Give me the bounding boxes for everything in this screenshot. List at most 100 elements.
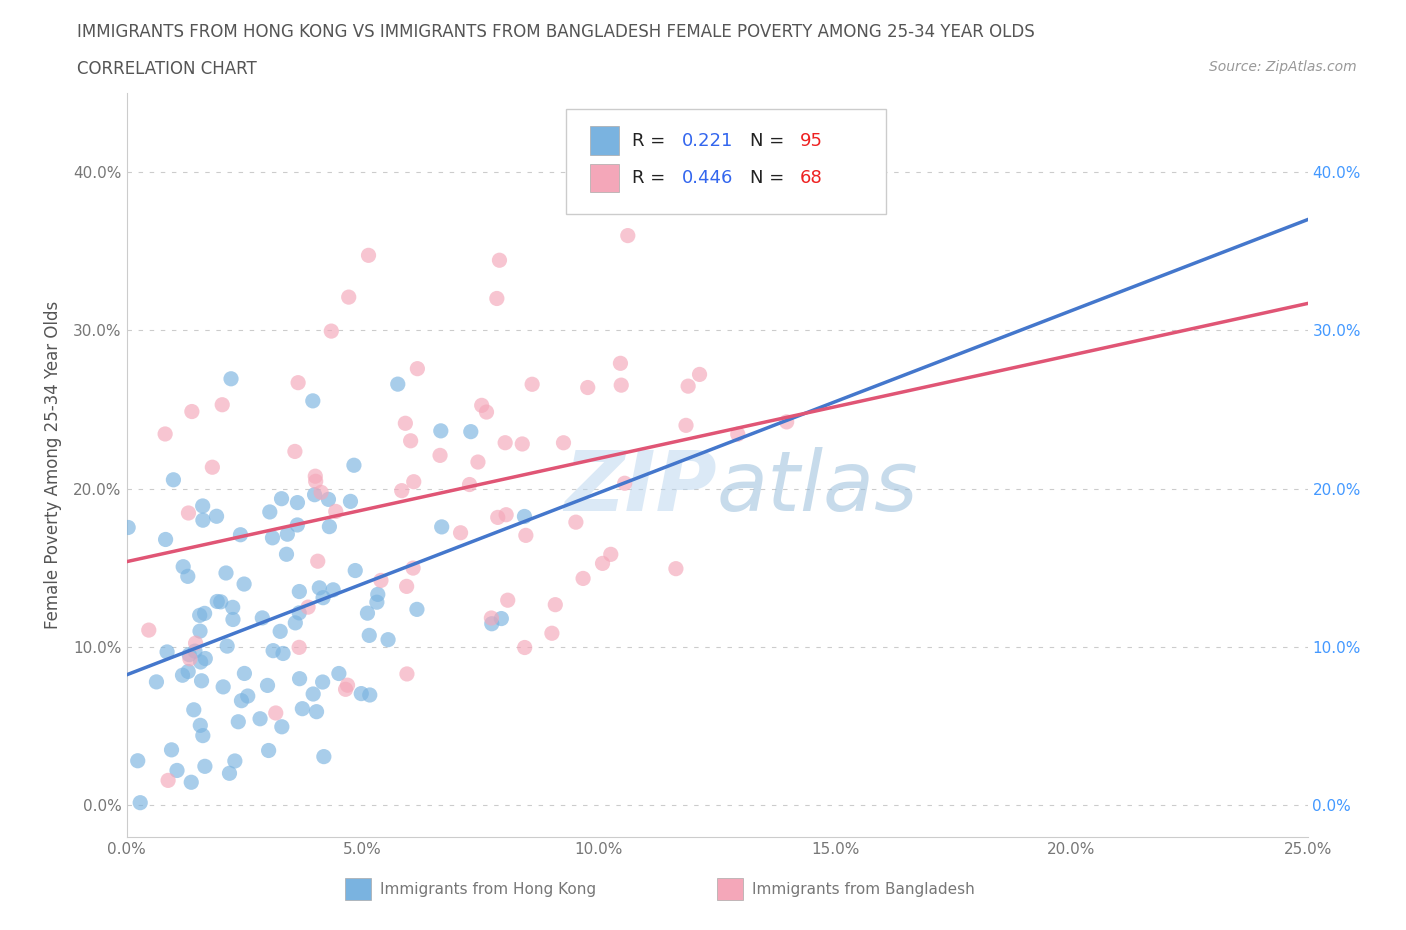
Point xyxy=(305,704,328,719)
Point xyxy=(188,718,211,733)
Point xyxy=(270,719,292,734)
Point xyxy=(190,655,212,670)
Point xyxy=(288,584,311,599)
Point xyxy=(218,766,240,781)
Point xyxy=(337,289,360,304)
Point xyxy=(481,617,503,631)
Point xyxy=(322,582,344,597)
Point xyxy=(488,253,510,268)
Point xyxy=(231,693,253,708)
Point xyxy=(576,380,599,395)
Point xyxy=(406,361,429,376)
Point xyxy=(156,644,179,659)
Text: Source: ZipAtlas.com: Source: ZipAtlas.com xyxy=(1209,60,1357,74)
Point xyxy=(312,750,335,764)
Text: atlas: atlas xyxy=(717,446,918,528)
Point xyxy=(184,644,207,658)
Point xyxy=(544,597,567,612)
Point xyxy=(359,628,381,643)
Point xyxy=(395,667,418,682)
Y-axis label: Female Poverty Among 25-34 Year Olds: Female Poverty Among 25-34 Year Olds xyxy=(44,301,62,629)
Point xyxy=(205,509,228,524)
Point xyxy=(429,448,451,463)
Point xyxy=(399,433,422,448)
Point xyxy=(367,587,389,602)
Text: Immigrants from Hong Kong: Immigrants from Hong Kong xyxy=(381,882,596,897)
Point xyxy=(233,577,256,591)
FancyBboxPatch shape xyxy=(565,110,886,214)
Point xyxy=(191,498,214,513)
Point xyxy=(194,759,217,774)
Point xyxy=(285,517,308,532)
Text: 95: 95 xyxy=(800,132,823,150)
Text: N =: N = xyxy=(751,132,790,150)
Point xyxy=(155,532,177,547)
Point xyxy=(264,706,287,721)
FancyBboxPatch shape xyxy=(589,164,619,192)
Point xyxy=(301,393,323,408)
Point xyxy=(307,553,329,568)
Point xyxy=(491,611,513,626)
Point xyxy=(288,671,311,686)
Point xyxy=(727,427,749,442)
Point xyxy=(226,714,249,729)
Point xyxy=(689,367,711,382)
Point xyxy=(222,600,245,615)
Point xyxy=(138,623,160,638)
FancyBboxPatch shape xyxy=(589,126,619,154)
Point xyxy=(592,556,614,571)
Point xyxy=(297,600,319,615)
Point xyxy=(430,423,453,438)
Point xyxy=(479,611,502,626)
Point xyxy=(212,680,235,695)
Point xyxy=(219,371,242,386)
Point xyxy=(209,594,232,609)
Point xyxy=(318,492,340,507)
Point xyxy=(222,612,245,627)
Point xyxy=(190,673,212,688)
Point xyxy=(370,573,392,588)
Point xyxy=(172,559,194,574)
Point xyxy=(402,561,425,576)
Point xyxy=(257,743,280,758)
FancyBboxPatch shape xyxy=(344,878,371,900)
Point xyxy=(471,398,494,413)
Point xyxy=(572,571,595,586)
Point xyxy=(450,525,472,540)
Point xyxy=(252,610,274,625)
Point xyxy=(172,668,194,683)
Point xyxy=(305,474,328,489)
Text: 0.446: 0.446 xyxy=(682,169,733,187)
Point xyxy=(284,444,307,458)
Point xyxy=(553,435,575,450)
Point xyxy=(201,459,224,474)
Point xyxy=(402,474,425,489)
Point xyxy=(599,547,621,562)
Point xyxy=(494,435,516,450)
Point xyxy=(302,686,325,701)
Point xyxy=(617,228,640,243)
Text: CORRELATION CHART: CORRELATION CHART xyxy=(77,60,257,78)
Point xyxy=(467,455,489,470)
Point xyxy=(166,763,188,777)
Text: R =: R = xyxy=(633,132,671,150)
Point xyxy=(256,678,278,693)
Point xyxy=(211,397,233,412)
Point xyxy=(610,378,633,392)
Point xyxy=(284,616,307,631)
Point xyxy=(676,379,699,393)
Point xyxy=(485,291,508,306)
Point xyxy=(304,487,326,502)
Point xyxy=(177,506,200,521)
Point xyxy=(520,377,543,392)
Point xyxy=(217,639,239,654)
Point xyxy=(270,491,292,506)
Point xyxy=(249,711,271,726)
Point xyxy=(357,248,380,263)
Point xyxy=(145,674,167,689)
FancyBboxPatch shape xyxy=(717,878,742,900)
Point xyxy=(336,678,359,693)
Point xyxy=(288,640,311,655)
Point xyxy=(215,565,238,580)
Point xyxy=(287,495,309,510)
